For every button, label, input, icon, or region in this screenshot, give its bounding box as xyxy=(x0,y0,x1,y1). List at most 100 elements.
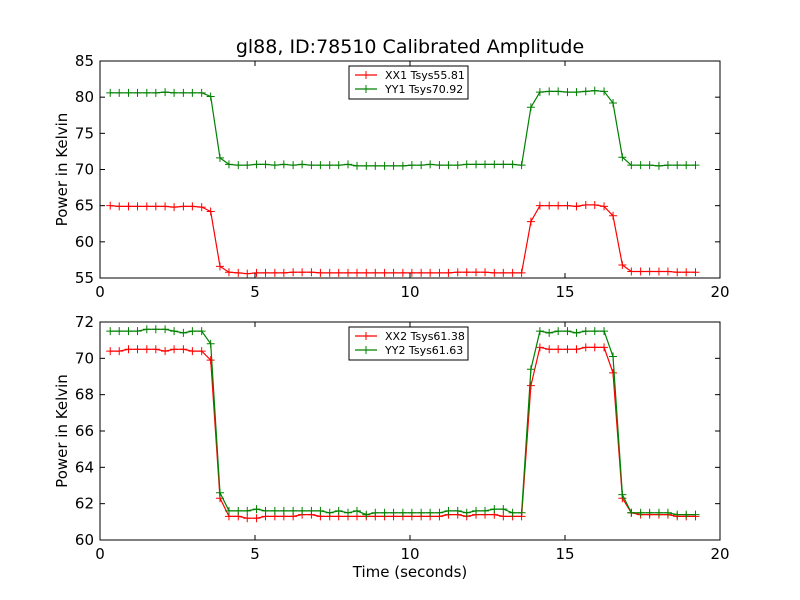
x-axis-label: Time (seconds) xyxy=(352,563,468,581)
data-point xyxy=(133,345,142,354)
x-tick-label: 0 xyxy=(95,545,105,563)
data-point xyxy=(252,160,261,169)
y-tick-label: 60 xyxy=(75,233,94,251)
data-point xyxy=(517,161,526,170)
data-point xyxy=(636,161,645,170)
data-point xyxy=(572,345,581,354)
data-point xyxy=(499,160,508,169)
data-point xyxy=(298,506,307,515)
data-point xyxy=(307,161,316,170)
data-point xyxy=(517,508,526,517)
data-point xyxy=(481,268,490,277)
data-point xyxy=(234,506,243,515)
data-point xyxy=(252,268,261,277)
data-point xyxy=(407,268,416,277)
data-point xyxy=(316,506,325,515)
data-point xyxy=(453,268,462,277)
data-point xyxy=(645,161,654,170)
data-point xyxy=(371,268,380,277)
data-point xyxy=(106,347,115,356)
y-tick-label: 65 xyxy=(75,197,94,215)
data-point xyxy=(179,345,188,354)
data-point xyxy=(170,327,179,336)
data-point xyxy=(352,506,361,515)
data-point xyxy=(435,508,444,517)
data-point xyxy=(673,161,682,170)
data-point xyxy=(316,161,325,170)
data-point xyxy=(243,269,252,278)
data-point xyxy=(526,217,535,226)
data-point xyxy=(545,345,554,354)
data-point xyxy=(106,327,115,336)
data-point xyxy=(344,160,352,169)
data-point xyxy=(371,508,380,517)
data-point xyxy=(581,327,590,336)
data-point xyxy=(380,268,389,277)
data-point xyxy=(151,325,160,334)
y-tick-label: 80 xyxy=(75,88,94,106)
data-point xyxy=(481,160,490,169)
data-point xyxy=(243,506,252,515)
data-point xyxy=(389,161,398,170)
data-point xyxy=(545,328,554,337)
data-point xyxy=(344,508,352,517)
data-point xyxy=(600,202,609,211)
data-point xyxy=(161,202,170,211)
data-point xyxy=(115,202,124,211)
data-point xyxy=(590,343,599,352)
data-point xyxy=(472,160,481,169)
data-point xyxy=(124,202,133,211)
data-point xyxy=(106,88,115,97)
data-point xyxy=(261,506,270,515)
data-point xyxy=(298,160,307,169)
data-point xyxy=(270,506,279,515)
data-point xyxy=(206,339,215,348)
data-point xyxy=(261,160,270,169)
data-point xyxy=(188,88,197,97)
data-point xyxy=(133,202,142,211)
data-point xyxy=(508,508,517,517)
data-point xyxy=(188,347,197,356)
data-point xyxy=(654,508,663,517)
data-point xyxy=(380,508,389,517)
data-point xyxy=(298,268,307,277)
y-tick-label: 55 xyxy=(75,269,94,287)
data-point xyxy=(654,161,663,170)
plots-group: 0 5 10 15 20 55 60 65 70 75 80 85 Power in Kelvin XX1… xyxy=(53,52,730,581)
data-point xyxy=(133,88,142,97)
series-1-2 xyxy=(106,86,700,170)
x-tick-label: 15 xyxy=(555,545,574,563)
data-point xyxy=(307,506,316,515)
legend-label: YY2 Tsys61.63 xyxy=(384,344,463,357)
data-point xyxy=(179,202,188,211)
data-point xyxy=(499,268,508,277)
data-point xyxy=(462,268,471,277)
data-point xyxy=(407,161,416,170)
data-point xyxy=(188,327,197,336)
data-point xyxy=(481,506,490,515)
data-point xyxy=(618,490,627,499)
subplot-2: 0 5 10 15 20 60 62 64 66 68 70 72 Power in Kelvin Tim… xyxy=(53,313,730,581)
series-2-2 xyxy=(106,325,700,519)
data-point xyxy=(563,88,572,97)
data-point xyxy=(133,327,142,336)
data-point xyxy=(590,327,599,336)
data-point xyxy=(106,201,115,210)
y-tick-label: 60 xyxy=(75,531,94,549)
data-point xyxy=(444,268,453,277)
legend-label: YY1 Tsys70.92 xyxy=(384,83,463,96)
data-point xyxy=(362,510,371,519)
data-point xyxy=(115,327,124,336)
data-point xyxy=(142,345,151,354)
data-point xyxy=(490,505,499,514)
data-point xyxy=(673,268,682,277)
data-point xyxy=(334,268,343,277)
data-point xyxy=(691,161,700,170)
data-point xyxy=(600,87,609,96)
data-point xyxy=(170,345,179,354)
data-point xyxy=(682,161,691,170)
data-point xyxy=(545,201,554,210)
data-point xyxy=(334,161,343,170)
